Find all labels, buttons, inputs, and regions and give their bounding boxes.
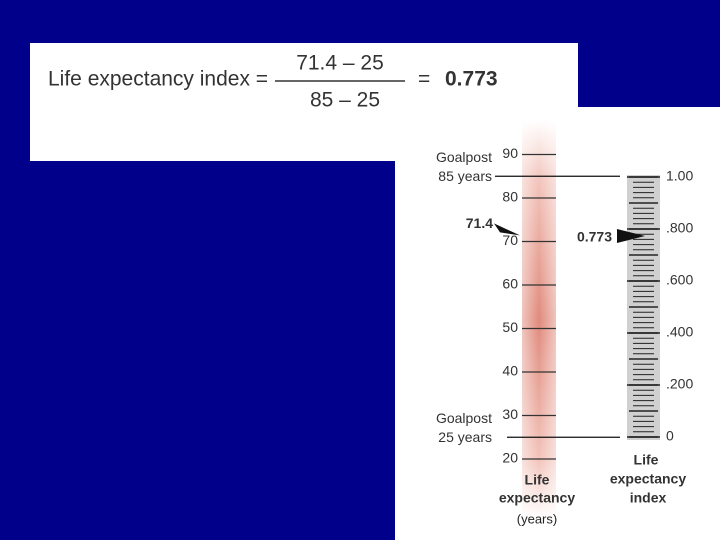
goalpost-text: 85 years: [438, 168, 492, 184]
years-marker: [494, 223, 520, 236]
index-marker-label: 0.773: [577, 229, 612, 245]
denominator: 85 – 25: [310, 89, 380, 112]
index-axis-label: expectancy: [610, 471, 686, 487]
years-tick-label: 20: [502, 450, 518, 466]
years-tick-label: 70: [502, 232, 518, 248]
years-tick-label: 30: [502, 406, 518, 422]
index-tick-label: .800: [666, 220, 693, 236]
formula-label: Life expectancy index =: [48, 68, 268, 91]
equals: =: [418, 68, 430, 91]
index-axis-label: index: [630, 490, 667, 506]
years-tick-label: 60: [502, 276, 518, 292]
goalpost-title: Goalpost: [436, 149, 492, 165]
goalpost-text: 25 years: [438, 429, 492, 445]
years-tick-label: 90: [502, 145, 518, 161]
years-marker-label: 71.4: [466, 215, 493, 231]
index-tick-label: .200: [666, 376, 693, 392]
years-axis-label: expectancy: [499, 490, 575, 506]
years-tick-label: 50: [502, 319, 518, 335]
result: 0.773: [445, 68, 498, 91]
index-tick-label: 0: [666, 428, 674, 444]
numerator: 71.4 – 25: [296, 52, 384, 75]
index-tick-label: .600: [666, 272, 693, 288]
years-bar-shade: [522, 120, 556, 520]
index-tick-label: 1.00: [666, 168, 693, 184]
years-axis-label: Life: [525, 472, 550, 488]
index-axis-label: Life: [634, 452, 659, 468]
years-unit: (years): [517, 511, 557, 526]
years-tick-label: 80: [502, 189, 518, 205]
goalpost-title: Goalpost: [436, 410, 492, 426]
diagram-panel: [395, 107, 720, 540]
index-marker: [617, 229, 645, 244]
years-tick-label: 40: [502, 363, 518, 379]
index-tick-label: .400: [666, 324, 693, 340]
